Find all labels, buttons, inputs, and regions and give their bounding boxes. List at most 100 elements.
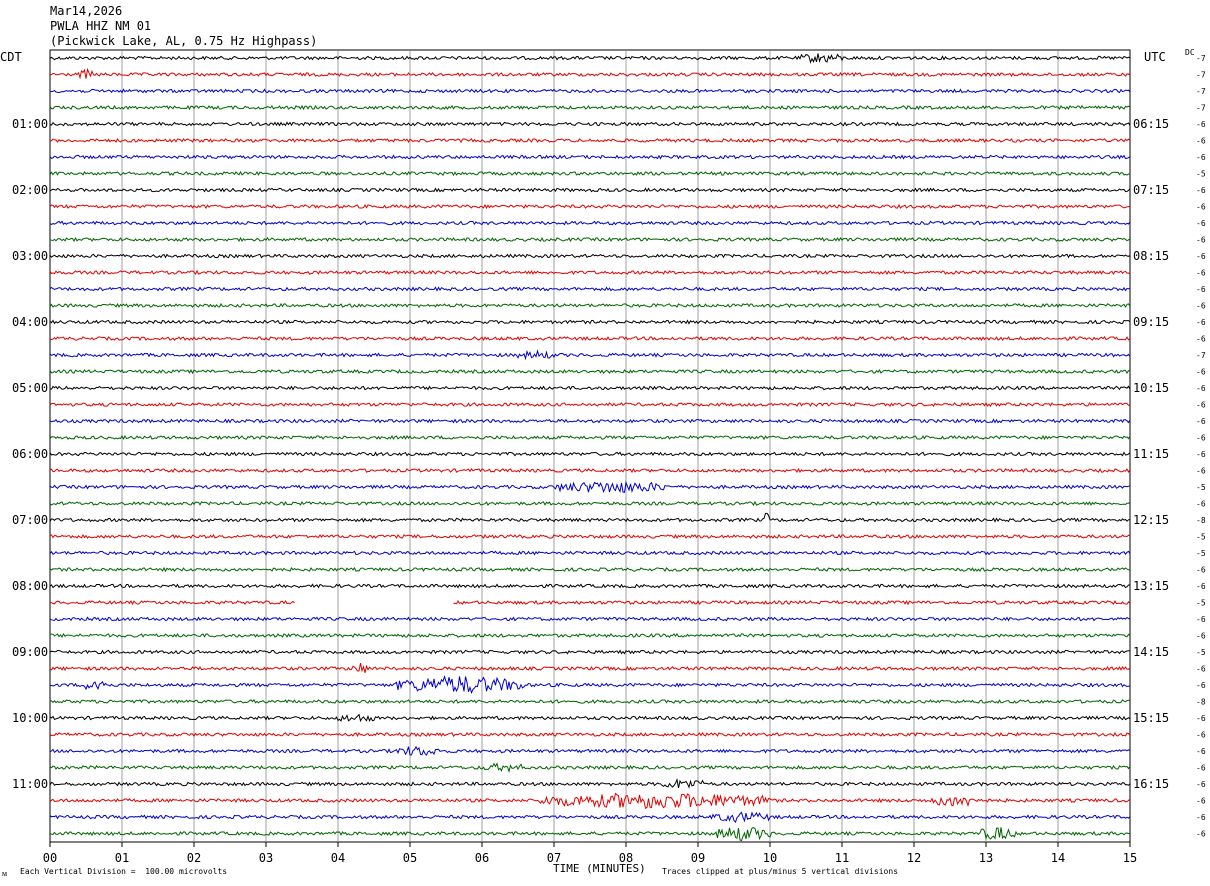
dc-offset-label: -6 — [1196, 813, 1206, 822]
right-time-label: 14:15 — [1133, 645, 1169, 659]
left-time-label: 11:00 — [12, 777, 48, 791]
dc-offset-label: -6 — [1196, 285, 1206, 294]
trace-group — [49, 53, 1131, 842]
dc-offset-label: -6 — [1196, 384, 1206, 393]
trace-red — [49, 137, 1131, 144]
left-time-label: 03:00 — [12, 249, 48, 263]
dc-offset-label: -6 — [1196, 236, 1206, 245]
x-tick-label: 01 — [115, 851, 129, 865]
trace-green — [49, 698, 1131, 704]
dc-offset-label: -6 — [1196, 747, 1206, 756]
header-station: PWLA HHZ NM 01 — [50, 19, 152, 33]
left-time-label: 10:00 — [12, 711, 48, 725]
dc-offset-label: -6 — [1196, 500, 1206, 509]
dc-offset-label: -8 — [1196, 516, 1206, 525]
trace-black — [49, 253, 1131, 259]
dc-offset-label: -6 — [1196, 120, 1206, 129]
dc-offset-label: -6 — [1196, 566, 1206, 575]
right-timezone-label: UTC — [1144, 50, 1166, 64]
trace-green — [49, 236, 1131, 243]
dc-offset-label: -6 — [1196, 417, 1206, 426]
x-tick-label: 12 — [907, 851, 921, 865]
dc-offset-label: -6 — [1196, 203, 1206, 212]
dc-label: DC — [1185, 48, 1195, 57]
trace-green — [50, 632, 1131, 638]
trace-blue — [49, 349, 1131, 361]
x-tick-label: 07 — [547, 851, 561, 865]
dc-offset-label: -6 — [1196, 434, 1206, 443]
dc-offset-label: -7 — [1196, 71, 1206, 80]
dc-offset-label: -6 — [1196, 632, 1206, 641]
trace-green — [49, 827, 1130, 842]
trace-red — [50, 599, 295, 606]
right-time-label: 13:15 — [1133, 579, 1169, 593]
trace-blue — [49, 88, 1131, 94]
trace-red — [49, 269, 1131, 276]
dc-offset-label: -5 — [1196, 648, 1206, 657]
dc-offset-label: -5 — [1196, 599, 1206, 608]
x-tick-label: 03 — [259, 851, 273, 865]
dc-offset-label: -7 — [1196, 351, 1206, 360]
right-time-label: 08:15 — [1133, 249, 1169, 263]
x-tick-label: 08 — [619, 851, 633, 865]
trace-green — [49, 434, 1131, 441]
trace-black — [49, 649, 1130, 655]
right-time-label: 06:15 — [1133, 117, 1169, 131]
dc-offset-label: -6 — [1196, 219, 1206, 228]
left-time-label: 05:00 — [12, 381, 48, 395]
trace-red — [49, 67, 1131, 80]
left-time-label: 06:00 — [12, 447, 48, 461]
dc-offset-label: -6 — [1196, 335, 1206, 344]
trace-black — [49, 121, 1131, 127]
dc-offset-label: -6 — [1196, 153, 1206, 162]
trace-blue — [49, 480, 1131, 494]
dc-offset-label: -6 — [1196, 318, 1206, 327]
grid-lines — [49, 49, 1131, 847]
header-description: (Pickwick Lake, AL, 0.75 Hz Highpass) — [50, 34, 318, 48]
trace-blue — [49, 286, 1131, 292]
trace-blue — [49, 616, 1131, 622]
x-tick-label: 05 — [403, 851, 417, 865]
dc-offset-label: -6 — [1196, 450, 1206, 459]
right-time-label: 10:15 — [1133, 381, 1169, 395]
x-tick-label: 11 — [835, 851, 849, 865]
x-tick-label: 14 — [1051, 851, 1065, 865]
x-axis-title: TIME (MINUTES) — [553, 862, 646, 875]
header-date: Mar14,2026 — [50, 4, 123, 18]
dc-offset-label: -5 — [1196, 483, 1206, 492]
dc-offset-label: -6 — [1196, 714, 1206, 723]
trace-red — [453, 599, 1131, 606]
x-tick-label: 15 — [1123, 851, 1137, 865]
trace-blue — [49, 811, 1131, 824]
trace-black — [49, 451, 1131, 457]
trace-black — [49, 583, 1130, 589]
dc-offset-label: -6 — [1196, 797, 1206, 806]
trace-red — [49, 401, 1131, 408]
left-time-label: 08:00 — [12, 579, 48, 593]
x-tick-label: 00 — [43, 851, 57, 865]
trace-red — [49, 663, 1131, 674]
right-time-label: 12:15 — [1133, 513, 1169, 527]
x-tick-label: 04 — [331, 851, 345, 865]
trace-red — [49, 203, 1131, 210]
clip-note: Traces clipped at plus/minus 5 vertical … — [662, 867, 899, 876]
left-time-label: 07:00 — [12, 513, 48, 527]
dc-offset-label: -6 — [1196, 665, 1206, 674]
dc-offset-label: -6 — [1196, 764, 1206, 773]
trace-green — [49, 302, 1131, 309]
label-group: 00 01 02 03 04 05 06 07 08 09 10 11 12 13 14 15 -7 -7 -7 -7… — [12, 54, 1206, 865]
dc-offset-label: -6 — [1196, 681, 1206, 690]
trace-black — [49, 713, 1131, 723]
corner-mark: ᴍ — [2, 869, 8, 878]
trace-blue — [49, 745, 1131, 756]
right-time-label: 16:15 — [1133, 777, 1169, 791]
dc-offset-label: -6 — [1196, 186, 1206, 195]
x-tick-label: 02 — [187, 851, 201, 865]
dc-offset-label: -6 — [1196, 731, 1206, 740]
plot-frame — [49, 49, 1131, 843]
trace-blue — [49, 154, 1131, 160]
dc-offset-label: -5 — [1196, 170, 1206, 179]
dc-offset-label: -7 — [1196, 87, 1206, 96]
left-timezone-label: CDT — [0, 50, 22, 64]
